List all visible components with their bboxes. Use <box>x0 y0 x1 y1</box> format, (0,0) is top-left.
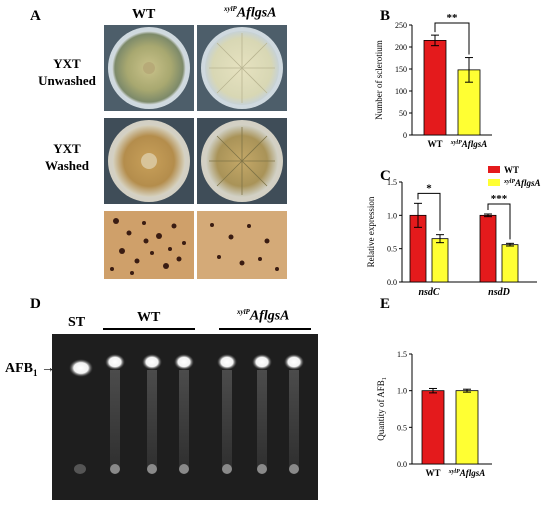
chart-c-y-tick-label: 0.0 <box>387 278 397 287</box>
chart-c-y-tick-label: 1.5 <box>387 178 397 187</box>
chart-c-bar <box>431 238 449 283</box>
chart-c-x-label: nsdD <box>488 287 510 298</box>
chart-e-x-label: WT <box>425 468 440 478</box>
tlc-plate <box>52 334 318 500</box>
photo-wt-sclerotia <box>104 211 194 279</box>
chart-b: 0 50 100 150 200 250 WT xylPAflgsA ** Number of s… <box>374 12 492 149</box>
chart-e-y-tick-label: 0.5 <box>397 423 407 432</box>
chart-b-y-tick-label: 150 <box>395 65 407 74</box>
afb1-label: AFB1 → <box>5 361 55 378</box>
chart-e-x-label: xylPAflgsA <box>448 468 486 478</box>
chart-e-y-label: Quantity of AFB1 <box>376 377 388 441</box>
row-label-unwashed: YXT Unwashed <box>32 55 102 89</box>
panel-label-e: E <box>380 296 391 312</box>
row-label-washed: YXT Washed <box>32 140 102 174</box>
chart-c-significance: * <box>426 182 432 194</box>
photo-mutant-washed <box>197 118 287 204</box>
chart-c-legend-swatch <box>488 179 500 186</box>
photo-mutant-sclerotia <box>197 211 287 279</box>
chart-e: 0.0 0.5 1.0 1.5 WT xylPAflgsA Quantity of AFB1 <box>376 350 492 478</box>
mutant-name: AflgsA <box>236 5 277 21</box>
panel-label-d: D <box>30 296 41 312</box>
chart-e-y-tick-label: 1.0 <box>397 387 407 396</box>
afb1-subscript: 1 <box>33 367 38 378</box>
chart-c-legend-label: xylPAflgsA <box>503 178 541 188</box>
panel-label-a: A <box>30 8 41 24</box>
chart-e-y-tick-label: 1.5 <box>397 350 407 359</box>
column-header-mutant: xylPAflgsA <box>224 5 277 22</box>
chart-c-bar <box>501 244 519 283</box>
row1-line1: YXT <box>53 56 81 71</box>
chart-b-y-tick-label: 250 <box>395 21 407 30</box>
chart-c-significance-bracket <box>417 192 441 231</box>
row2-line2: Washed <box>44 158 90 173</box>
photo-mutant-unwashed <box>197 25 287 111</box>
chart-b-bar <box>423 40 447 136</box>
tlc-label-wt: WT <box>137 310 161 325</box>
chart-b-y-tick-label: 200 <box>395 43 407 52</box>
panel-label-b: B <box>380 8 391 24</box>
chart-c-legend-label: WT <box>504 165 519 175</box>
chart-b-y-label: Number of sclerotium <box>374 40 384 119</box>
tlc-label-st: ST <box>68 315 86 330</box>
chart-c-significance: *** <box>491 193 508 205</box>
row2-line1: YXT <box>53 141 81 156</box>
tlc-lanes <box>69 354 304 474</box>
chart-c-y-label: Relative expression <box>366 196 376 267</box>
chart-e-bar <box>455 390 479 465</box>
mutant-superscript: xylP <box>224 5 237 13</box>
chart-c-x-label: nsdC <box>418 287 439 298</box>
tlc-mutant-superscript: xylP <box>237 308 250 316</box>
column-header-wt: WT <box>132 7 156 22</box>
chart-c-y-tick-label: 0.5 <box>387 245 397 254</box>
tlc-line-mutant <box>219 328 311 330</box>
panel-label-c: C <box>380 168 391 184</box>
arrow-right-icon: → <box>37 361 55 376</box>
chart-b-significance-bracket <box>434 22 470 55</box>
photo-wt-unwashed <box>104 25 194 111</box>
chart-b-x-label: xylPAflgsA <box>450 139 488 149</box>
tlc-mutant-name: AflgsA <box>249 308 290 324</box>
photo-wt-washed <box>104 118 194 204</box>
row1-line2: Unwashed <box>38 73 96 88</box>
tlc-line-wt <box>103 328 195 330</box>
chart-e-y-tick-label: 0.0 <box>397 460 407 469</box>
chart-b-y-tick-label: 50 <box>399 109 407 118</box>
chart-c-legend-swatch <box>488 166 500 173</box>
chart-b-significance: ** <box>447 12 459 24</box>
chart-c-significance-bracket <box>487 203 511 240</box>
chart-c-bar <box>479 214 497 283</box>
chart-c: 0.0 0.5 1.0 1.5 nsdC * nsdD *** Relative express… <box>366 165 541 298</box>
tlc-label-mutant: xylPAflgsA <box>237 308 290 325</box>
afb1-text: AFB <box>5 361 33 376</box>
chart-e-bar <box>421 390 445 465</box>
chart-c-y-tick-label: 1.0 <box>387 211 397 220</box>
chart-b-y-tick-label: 0 <box>403 131 407 140</box>
chart-b-x-label: WT <box>427 139 442 149</box>
chart-b-y-tick-label: 100 <box>395 87 407 96</box>
